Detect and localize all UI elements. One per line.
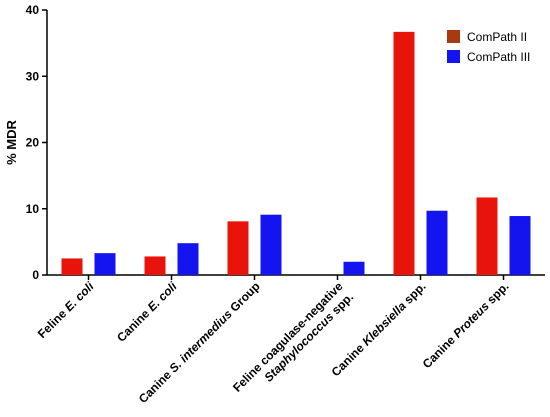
x-category-label: Canine Proteus spp.: [420, 279, 512, 371]
bar-compath-iii: [177, 243, 199, 275]
bar-compath-ii: [144, 256, 166, 275]
bar-compath-ii: [393, 31, 415, 275]
y-tick-label: 20: [26, 136, 40, 150]
x-category-label: Canine E. coli: [114, 279, 180, 345]
y-tick-label: 0: [32, 268, 39, 282]
x-category-label: Feline E. coli: [35, 279, 97, 341]
y-tick-label: 40: [26, 3, 40, 17]
y-tick-label: 10: [26, 202, 40, 216]
legend-swatch-compath-iii: [447, 50, 460, 63]
bar-compath-iii: [426, 210, 448, 275]
bar-compath-iii: [343, 261, 365, 275]
bar-compath-iii: [260, 214, 282, 275]
axes: 0 10 20 30 40 % MDR: [4, 3, 545, 282]
y-tick-label: 30: [26, 69, 40, 83]
y-axis-title: % MDR: [4, 120, 19, 165]
bar-compath-ii: [227, 221, 249, 275]
legend-swatch-compath-ii: [447, 30, 460, 43]
bar-compath-iii: [509, 216, 531, 275]
bar-compath-ii: [476, 197, 498, 275]
bar-compath-iii: [94, 253, 116, 275]
bar-compath-ii: [61, 258, 83, 275]
bars: [61, 31, 531, 275]
legend: ComPath II ComPath III: [447, 30, 530, 64]
legend-label-compath-ii: ComPath II: [467, 30, 527, 44]
legend-label-compath-iii: ComPath III: [467, 50, 530, 64]
